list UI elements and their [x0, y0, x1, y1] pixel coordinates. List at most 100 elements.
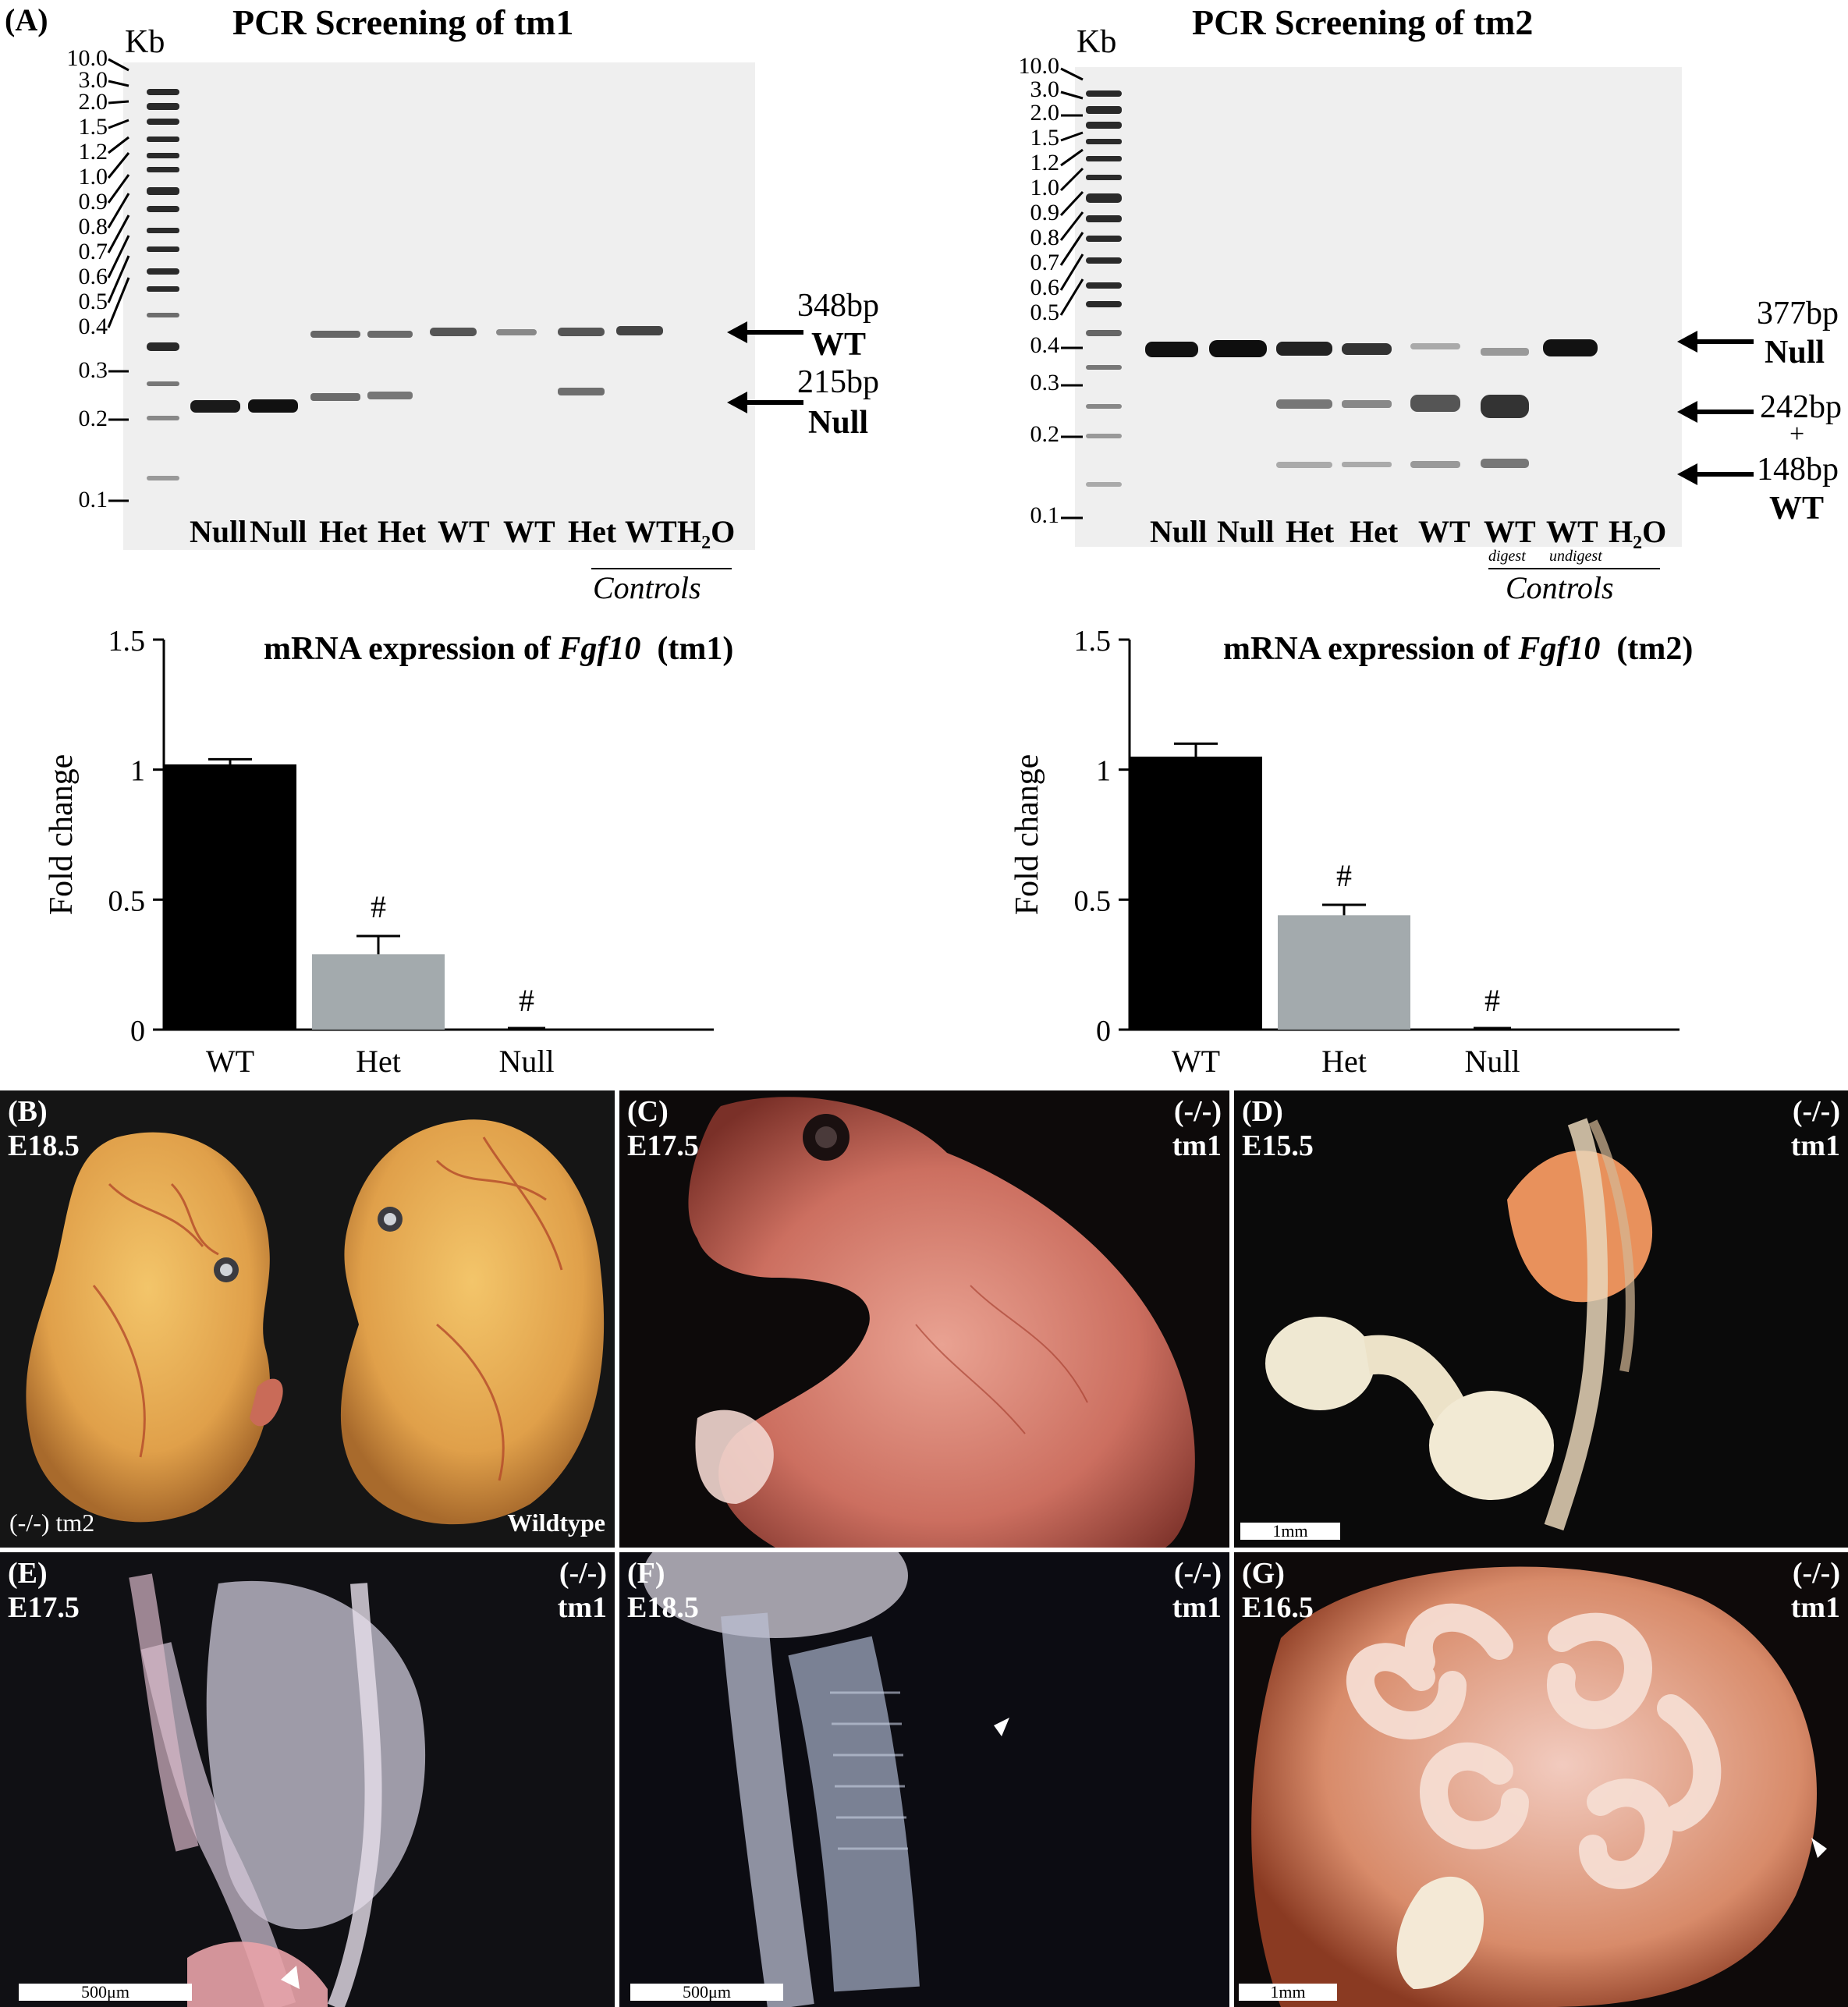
tm1-gel-image: [123, 62, 755, 550]
photo-f-specimen: [643, 1552, 1009, 2007]
photo-c-stage: E17.5: [627, 1129, 699, 1162]
tm1-wt-bp: 348bp: [797, 288, 879, 324]
tm1-kb-label: Kb: [125, 24, 165, 60]
tm1-lane-5: WT: [438, 514, 490, 549]
photo-d: (D) E15.5 (-/-) tm1 1mm: [1234, 1090, 1848, 1548]
photo-c-line: tm1: [1172, 1129, 1222, 1162]
photo-b-left-caption: (-/-) tm2: [9, 1509, 95, 1537]
x-tick-label: WT: [1172, 1044, 1220, 1079]
photo-d-panel-letter: (D): [1242, 1095, 1283, 1128]
photo-d-genotype: (-/-) tm1: [1791, 1095, 1840, 1163]
tm2-ladder-1-5: 1.5: [1030, 125, 1060, 151]
tm1-ladder-0-3: 0.3: [78, 357, 108, 383]
chart-tm1-title: mRNA expression of Fgf10 (tm1): [264, 630, 733, 668]
tm1-lane-4: Het: [378, 514, 427, 549]
tm2-plus: +: [1789, 420, 1805, 449]
tm1-ladder-0-2: 0.2: [78, 406, 108, 431]
photo-f-line: tm1: [1172, 1590, 1222, 1624]
tm2-242-bp: 242bp: [1760, 389, 1842, 425]
tm2-ladder-0-6: 0.6: [1030, 275, 1060, 300]
tm2-kb-label: Kb: [1077, 24, 1117, 60]
photo-e-genotype: (-/-) tm1: [558, 1557, 607, 1625]
tm1-lane-3: Het: [319, 514, 368, 549]
tm1-ladder-ticks: [107, 58, 130, 502]
tm2-lane-4: Het: [1350, 514, 1399, 549]
photo-e-scale-bar: 500μm: [19, 1984, 192, 2001]
photo-e: (E) E17.5 (-/-) tm1 500μm: [0, 1552, 615, 2007]
photo-g-stage: E16.5: [1242, 1590, 1314, 1624]
tm2-ladder-1-2: 1.2: [1030, 150, 1060, 176]
y-tick-label: 0: [130, 1015, 145, 1048]
tm1-ladder-1-0: 1.0: [78, 164, 108, 190]
photo-d-line: tm1: [1790, 1129, 1840, 1162]
photo-c-embryo: [688, 1097, 1195, 1548]
chart-tm1: 0 0.5 1 1.5 Fold change WT Het # Null #: [44, 625, 714, 1079]
significance-mark: #: [1484, 983, 1500, 1018]
photo-f-genotype: (-/-) tm1: [1172, 1557, 1222, 1625]
tm1-ladder-0-7: 0.7: [78, 239, 108, 264]
photo-g-specimen: [1251, 1566, 1827, 2007]
photo-b-stage: E18.5: [8, 1129, 80, 1162]
tm1-gel-bands: [147, 89, 663, 480]
photo-b-label: (B) E18.5: [8, 1095, 80, 1163]
photo-c-genotype: (-/-) tm1: [1172, 1095, 1222, 1163]
chart-tm2-title-gene: Fgf10: [1518, 631, 1601, 667]
tm2-ladder-0-7: 0.7: [1030, 250, 1060, 275]
tm1-ladder-0-6: 0.6: [78, 264, 108, 289]
y-tick-label: 1: [130, 755, 145, 788]
photo-d-stage: E15.5: [1242, 1129, 1314, 1162]
tm1-null-label: Null: [808, 405, 869, 441]
tm2-gel-title: PCR Screening of tm2: [1192, 2, 1534, 42]
tm2-digest-sub: digest: [1488, 548, 1526, 565]
chart-tm2-title-prefix: mRNA expression of: [1223, 631, 1519, 667]
tm1-lane-1: Null: [190, 514, 247, 549]
significance-mark: #: [371, 889, 386, 924]
photo-d-label: (D) E15.5: [1242, 1095, 1314, 1163]
chart-tm1-title-prefix: mRNA expression of: [264, 631, 559, 667]
tm2-wt-label: WT: [1769, 491, 1825, 527]
tm1-ladder-1-2: 1.2: [78, 139, 108, 165]
x-tick-label: Het: [1321, 1044, 1367, 1079]
x-tick-label: Null: [498, 1044, 554, 1079]
photo-g-label: (G) E16.5: [1242, 1557, 1314, 1625]
tm2-arrows: [1677, 331, 1754, 485]
y-axis-label: Fold change: [1009, 754, 1045, 915]
tm1-null-bp: 215bp: [797, 364, 879, 400]
tm1-ladder-10: 10.0: [66, 45, 108, 71]
tm1-lane-6: WT: [503, 514, 555, 549]
tm1-ladder-0-8: 0.8: [78, 214, 108, 239]
tm2-ladder-ticks: [1059, 67, 1084, 519]
tm1-lane-2: Null: [250, 514, 307, 549]
photo-d-genotype-text: (-/-): [1792, 1095, 1840, 1128]
tm1-controls-line: [591, 568, 732, 569]
tm1-ladder-1-5: 1.5: [78, 114, 108, 140]
tm1-wt-label: WT: [811, 327, 867, 363]
tm2-lane-8: H₂O: [1609, 514, 1667, 549]
tm2-ladder-0-2: 0.2: [1030, 421, 1060, 447]
panel-a-label: (A): [5, 2, 48, 37]
tm1-ladder-3: 3.0: [78, 67, 108, 93]
photo-e-genotype-text: (-/-): [559, 1557, 607, 1590]
chart-tm2-title-suffix: (tm2): [1616, 631, 1694, 667]
tm2-lane-3: Het: [1286, 514, 1335, 549]
significance-mark: #: [519, 983, 534, 1018]
y-tick-label: 0: [1096, 1015, 1111, 1048]
significance-mark: #: [1336, 858, 1352, 893]
photo-c: (C) E17.5 (-/-) tm1: [619, 1090, 1229, 1548]
tm2-lane-5: WT: [1418, 514, 1470, 549]
x-tick-label: Het: [356, 1044, 401, 1079]
tm2-undigest-sub: undigest: [1549, 548, 1602, 565]
photo-e-line: tm1: [557, 1590, 607, 1624]
tm2-controls-label: Controls: [1506, 570, 1614, 605]
photo-c-panel-letter: (C): [627, 1095, 669, 1128]
photo-c-label: (C) E17.5: [627, 1095, 699, 1163]
tm2-null-bp: 377bp: [1757, 296, 1839, 332]
tm2-lane-1: Null: [1150, 514, 1208, 549]
x-tick-label: WT: [206, 1044, 254, 1079]
tm2-ladder-0-3: 0.3: [1030, 370, 1060, 395]
bar-wt: [164, 764, 296, 1030]
photo-f-panel-letter: (F): [627, 1557, 665, 1590]
bar-wt: [1130, 757, 1262, 1030]
bar-het: [312, 954, 445, 1030]
y-tick-label: 1: [1096, 755, 1111, 788]
